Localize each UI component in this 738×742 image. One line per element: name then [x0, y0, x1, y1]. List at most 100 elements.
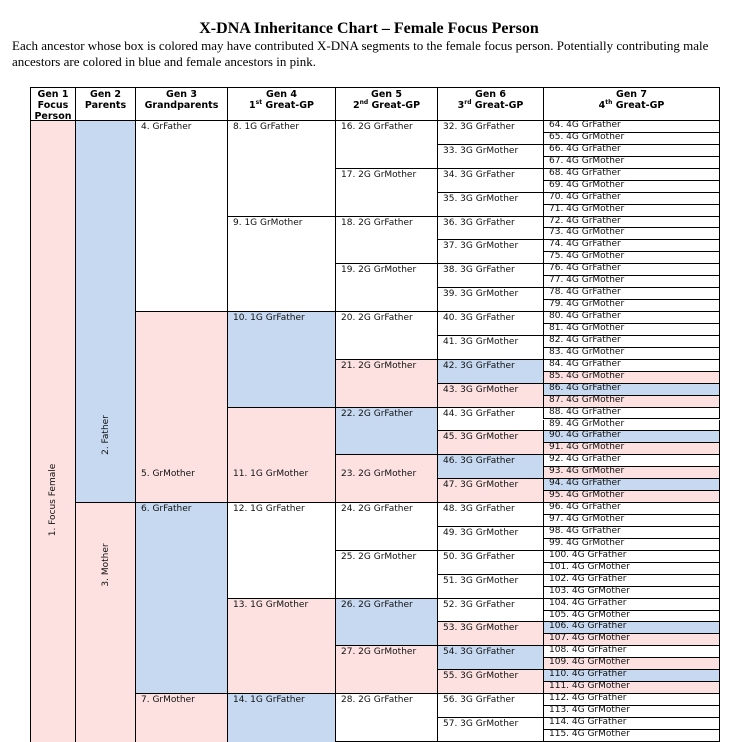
ancestor-label: 82. 4G GrFather: [549, 334, 621, 345]
ancestor-box-88: 88. 4G GrFather: [543, 407, 720, 420]
ancestor-label: 74. 4G GrFather: [549, 239, 621, 250]
ancestor-label: 28. 2G GrFather: [341, 695, 413, 706]
ancestor-label: 41. 3G GrMother: [443, 336, 519, 347]
ancestor-box-41: 41. 3G GrMother: [437, 335, 543, 360]
ancestor-label: 103. 4G GrMother: [549, 585, 630, 596]
ancestor-box-70: 70. 4G GrFather: [543, 192, 720, 205]
ancestor-box-53: 53. 3G GrMother: [437, 622, 543, 647]
ancestor-box-86: 86. 4G GrFather: [543, 382, 720, 396]
ancestor-label: 86. 4G GrFather: [549, 382, 621, 393]
ancestor-box-34: 34. 3G GrFather: [437, 168, 543, 193]
ancestor-box-48: 48. 3G GrFather: [437, 503, 543, 527]
ancestor-box-104: 104. 4G GrFather: [543, 598, 720, 611]
ancestor-label: 53. 3G GrMother: [443, 623, 519, 634]
ancestor-label: 51. 3G GrMother: [443, 575, 519, 586]
ancestor-box-57: 57. 3G GrMother: [437, 718, 543, 742]
ancestor-box-90: 90. 4G GrFather: [543, 430, 720, 444]
header-rest: Great-GP: [471, 100, 524, 111]
ancestor-box-98: 98. 4G GrFather: [543, 526, 720, 539]
ancestor-label: 57. 3G GrMother: [443, 719, 519, 729]
ancestor-box-6: 6. GrFather: [135, 503, 227, 695]
ancestor-box-47: 47. 3G GrMother: [437, 479, 543, 504]
ancestor-box-80: 80. 4G GrFather: [543, 311, 720, 324]
ancestor-label: 37. 3G GrMother: [443, 241, 519, 252]
ancestor-label: 110. 4G GrFather: [549, 669, 627, 680]
ancestor-label: 43. 3G GrMother: [443, 384, 519, 395]
ancestor-box-7: 7. GrMother: [135, 694, 227, 742]
ancestor-box-96: 96. 4G GrFather: [543, 502, 720, 516]
ancestor-box-16: 16. 2G GrFather: [335, 121, 437, 169]
ancestor-label: 4. GrFather: [141, 122, 192, 132]
ancestor-box-21: 21. 2G GrMother: [335, 359, 437, 408]
ancestor-box-38: 38. 3G GrFather: [437, 264, 543, 289]
ancestor-label: 22. 2G GrFather: [341, 408, 413, 419]
header-ordinal-suffix: st: [255, 98, 263, 106]
ancestor-box-12: 12. 1G GrFather: [227, 503, 335, 599]
ancestor-box-36: 36. 3G GrFather: [437, 216, 543, 241]
ancestor-label: 1. Focus Female: [48, 463, 58, 537]
ancestor-box-50: 50. 3G GrFather: [437, 550, 543, 575]
ancestor-label: 32. 3G GrFather: [443, 122, 515, 132]
header-line1: Gen 6: [475, 89, 506, 100]
ancestor-label: 24. 2G GrFather: [341, 504, 413, 515]
header-line1: Gen 7: [616, 89, 647, 100]
ancestor-label: 114. 4G GrFather: [549, 717, 627, 727]
ancestor-label: 40. 3G GrFather: [443, 313, 515, 324]
ancestor-box-84: 84. 4G GrFather: [543, 359, 720, 372]
ancestor-label: 78. 4G GrFather: [549, 287, 621, 298]
ancestor-box-25: 25. 2G GrMother: [335, 550, 437, 599]
ancestor-box-17: 17. 2G GrMother: [335, 168, 437, 217]
ancestor-box-75: 75. 4G GrMother: [543, 251, 720, 265]
header-ordinal: 4: [598, 100, 606, 111]
ancestor-box-109: 109. 4G GrMother: [543, 657, 720, 671]
ancestor-label: 94. 4G GrFather: [549, 478, 621, 489]
header-line1: Gen 2: [90, 89, 121, 100]
ancestor-label: 19. 2G GrMother: [341, 265, 417, 276]
ancestor-label: 12. 1G GrFather: [233, 504, 305, 515]
ancestor-box-68: 68. 4G GrFather: [543, 168, 720, 181]
ancestor-label: 20. 2G GrFather: [341, 313, 413, 324]
ancestor-box-93: 93. 4G GrMother: [543, 466, 720, 480]
ancestor-label: 90. 4G GrFather: [549, 430, 621, 441]
header-line2: Grandparents: [144, 100, 219, 111]
header-line2: Parents: [84, 100, 127, 111]
ancestor-label: 33. 3G GrMother: [443, 145, 519, 156]
ancestor-label: 47. 3G GrMother: [443, 480, 519, 491]
ancestor-label: 80. 4G GrFather: [549, 311, 621, 322]
ancestor-label: 49. 3G GrMother: [443, 527, 519, 538]
ancestor-label: 21. 2G GrMother: [341, 360, 417, 371]
ancestor-box-54: 54. 3G GrFather: [437, 646, 543, 671]
ancestor-label: 83. 4G GrMother: [549, 346, 625, 357]
ancestor-label: 65. 4G GrMother: [549, 131, 625, 142]
ancestor-label: 46. 3G GrFather: [443, 456, 515, 467]
ancestor-label: 27. 2G GrMother: [341, 647, 417, 658]
inheritance-table: Gen 1 Focus Person Gen 2 Parents Gen 3 Grandpa…: [30, 87, 720, 742]
ancestor-box-72: 72. 4G GrFather: [543, 216, 720, 229]
ancestor-box-20: 20. 2G GrFather: [335, 312, 437, 360]
header-line2: 1st Great-GP: [228, 98, 335, 111]
ancestor-label: 105. 4G GrMother: [549, 609, 630, 620]
ancestor-label: 5. GrMother: [141, 469, 195, 480]
ancestor-box-43: 43. 3G GrMother: [437, 383, 543, 408]
ancestor-box-102: 102. 4G GrFather: [543, 574, 720, 587]
ancestor-box-74: 74. 4G GrFather: [543, 239, 720, 253]
ancestor-label: 109. 4G GrMother: [549, 657, 630, 668]
ancestor-label: 93. 4G GrMother: [549, 466, 625, 477]
ancestor-box-10: 10. 1G GrFather: [227, 312, 335, 408]
column-header-gen-3: Gen 3 Grandparents: [135, 87, 227, 121]
ancestor-box-42: 42. 3G GrFather: [437, 359, 543, 384]
ancestor-label: 11. 1G GrMother: [233, 469, 309, 480]
ancestor-label: 54. 3G GrFather: [443, 647, 515, 658]
ancestor-label: 44. 3G GrFather: [443, 408, 515, 419]
ancestor-box-14: 14. 1G GrFather: [227, 694, 335, 742]
ancestor-label: 77. 4G GrMother: [549, 275, 625, 286]
ancestor-label: 39. 3G GrMother: [443, 289, 519, 300]
column-header-gen-4: Gen 4 1st Great-GP: [227, 87, 335, 121]
ancestor-label: 92. 4G GrFather: [549, 454, 621, 465]
ancestor-label: 16. 2G GrFather: [341, 122, 413, 132]
ancestor-box-69: 69. 4G GrMother: [543, 180, 720, 193]
ancestor-box-26: 26. 2G GrFather: [335, 598, 437, 647]
ancestor-box-37: 37. 3G GrMother: [437, 240, 543, 265]
header-ordinal: 2: [352, 100, 360, 111]
header-ordinal: 3: [457, 100, 465, 111]
